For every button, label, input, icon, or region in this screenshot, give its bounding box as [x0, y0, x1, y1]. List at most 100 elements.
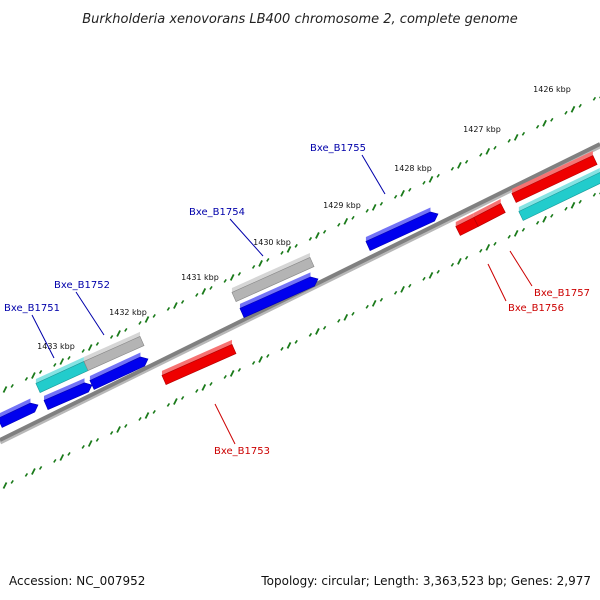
lower-tick [564, 206, 568, 211]
lower-tick-major [31, 468, 36, 475]
lower-tick [109, 431, 114, 435]
upper-tick [180, 299, 185, 304]
gene-bxe-b1753-body [161, 344, 237, 385]
upper-tick-major [343, 218, 349, 225]
lower-tick-major [116, 426, 121, 433]
lower-tick [450, 262, 455, 267]
gene-cyan-b-top [518, 167, 600, 212]
upper-tick-major [315, 232, 320, 239]
gene-bxe-b1752-b [89, 352, 149, 390]
lower-tick [294, 339, 298, 344]
upper-tick [521, 131, 526, 136]
upper-tick [564, 110, 568, 115]
upper-tick [124, 327, 128, 332]
gene-labels: Bxe_B1751 Bxe_B1752 Bxe_B1754 Bxe_B1755 Bxe_… [4, 143, 590, 457]
gene-bxe-b1757-body [511, 155, 598, 203]
kbp-label: 1427 kbp [463, 125, 501, 134]
kbp-label: 1432 kbp [109, 308, 147, 317]
upper-tick [535, 124, 540, 129]
upper-tick [280, 250, 284, 255]
upper-tick [237, 271, 242, 276]
upper-tick [507, 138, 511, 143]
lower-tick [166, 402, 171, 407]
lower-tick-major [371, 299, 377, 307]
lower-tick [38, 466, 43, 470]
leader-line [361, 154, 386, 195]
upper-tick-major [201, 288, 207, 295]
gene-label: Bxe_B1757 [534, 288, 590, 299]
gene-bxe-b1754-top [239, 272, 311, 309]
lower-tick [550, 213, 554, 218]
gene-bxe-b1752-body [43, 382, 93, 410]
lower-tick-major [286, 342, 292, 349]
lower-tick [124, 423, 128, 428]
lower-tick [95, 438, 100, 442]
kbp-label: 1431 kbp [181, 273, 219, 282]
upper-tick [251, 264, 256, 269]
lower-tick [10, 480, 14, 484]
gene-gray-b [231, 252, 315, 302]
lower-tick-major [173, 398, 178, 405]
upper-tick [38, 370, 43, 374]
gene-gray-a [83, 331, 145, 371]
lower-tick-major [87, 440, 93, 447]
kbp-label: 1428 kbp [394, 164, 432, 173]
upper-tick [152, 313, 156, 318]
lower-tick-major [457, 257, 462, 265]
upper-tick-major [229, 274, 235, 281]
gene-bxe-b1757 [511, 150, 598, 203]
gene-bxe-b1755-top [365, 207, 431, 242]
upper-tick [408, 187, 412, 192]
lower-tick [493, 241, 497, 246]
upper-tick-major [87, 344, 93, 351]
gene-bxe-b1752-top [44, 378, 85, 401]
gene-gray-b-body [231, 257, 315, 302]
gene-red-b-body [473, 203, 506, 227]
lower-tick [436, 269, 440, 274]
gene-red-b [473, 199, 506, 227]
gene-bxe-b1757-top [511, 150, 593, 194]
lower-tick [24, 473, 29, 477]
upper-tick [550, 117, 554, 122]
gene-bxe-b1752-b-body [89, 356, 149, 390]
label-leader-lines [31, 154, 533, 445]
lower-tick [408, 283, 412, 288]
lower-tick-major [513, 229, 519, 237]
upper-tick-major [59, 358, 65, 365]
upper-tick [308, 236, 313, 241]
gene-bxe-b1751 [0, 398, 39, 428]
upper-tick-major [116, 330, 121, 337]
map-title: Burkholderia xenovorans LB400 chromosome… [82, 12, 518, 27]
upper-tick-major [144, 316, 150, 323]
lower-tick-major [485, 243, 491, 251]
upper-tick [450, 166, 455, 171]
gene-bxe-b1754 [239, 272, 319, 318]
lower-tick-major [542, 215, 547, 223]
lower-tick-major [570, 201, 576, 209]
upper-tick-major [513, 133, 519, 141]
lower-tick-major [201, 384, 207, 391]
upper-tick-major [485, 147, 491, 155]
gene-label: Bxe_B1756 [508, 303, 564, 314]
gene-bxe-b1754-body [239, 276, 319, 318]
lower-tick [180, 395, 185, 400]
lower-tick [535, 220, 540, 225]
lower-tick [67, 452, 71, 456]
lower-tick [152, 409, 156, 414]
upper-tick [10, 384, 14, 388]
gene-label: Bxe_B1754 [189, 207, 245, 218]
lower-tick-major [59, 454, 65, 461]
leader-line [229, 218, 264, 257]
gene-bxe-b1751-body [0, 402, 39, 428]
genome-summary-text: Topology: circular; Length: 3,363,523 bp… [261, 574, 591, 588]
lower-tick-major [144, 412, 150, 419]
upper-tick [95, 342, 100, 346]
upper-tick-major [457, 161, 462, 169]
leader-line [214, 403, 236, 445]
upper-tick [138, 320, 142, 325]
gene-gray-a-top [83, 331, 140, 362]
kbp-label: 1429 kbp [323, 201, 361, 210]
position-labels: 1426 kbp 1427 kbp 1428 kbp 1429 kbp 1430 kbp… [37, 85, 571, 351]
kbp-label: 1433 kbp [37, 342, 75, 351]
